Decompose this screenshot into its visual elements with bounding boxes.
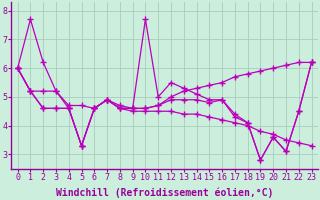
X-axis label: Windchill (Refroidissement éolien,°C): Windchill (Refroidissement éolien,°C) xyxy=(56,187,273,198)
